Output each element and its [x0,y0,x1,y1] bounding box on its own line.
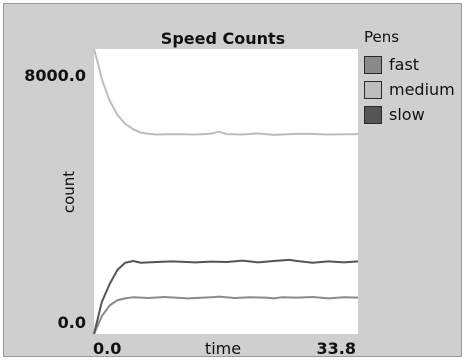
plot-area [94,49,358,334]
chart-title: Speed Counts [161,29,285,48]
y-tick-label-max: 8000.0 [24,66,86,85]
y-tick-label-min: 0.0 [58,313,86,332]
legend-swatch-fast [364,55,382,74]
speed-counts-chart: Speed Counts 8000.0 0.0 0.0 33.8 time co… [24,29,359,358]
y-axis-label: count [60,171,78,213]
legend-title: Pens [364,28,400,46]
legend-item-fast: fast [364,52,455,77]
legend-item-slow: slow [364,102,455,127]
legend-item-medium: medium [364,77,455,102]
x-tick-label-max: 33.8 [317,339,356,358]
series-line-medium [93,48,359,136]
plot-widget: Speed Counts 8000.0 0.0 0.0 33.8 time co… [3,3,462,358]
legend-label-fast: fast [389,55,420,74]
x-axis-label: time [205,339,241,358]
legend-label-medium: medium [389,80,455,99]
series-line-fast [93,295,359,335]
legend: Pens fast medium slow [364,28,455,127]
legend-swatch-slow [364,105,382,124]
x-tick-label-min: 0.0 [93,339,121,358]
legend-swatch-medium [364,80,382,99]
series-line-slow [93,258,359,335]
legend-label-slow: slow [389,105,425,124]
series-layer [93,48,359,335]
